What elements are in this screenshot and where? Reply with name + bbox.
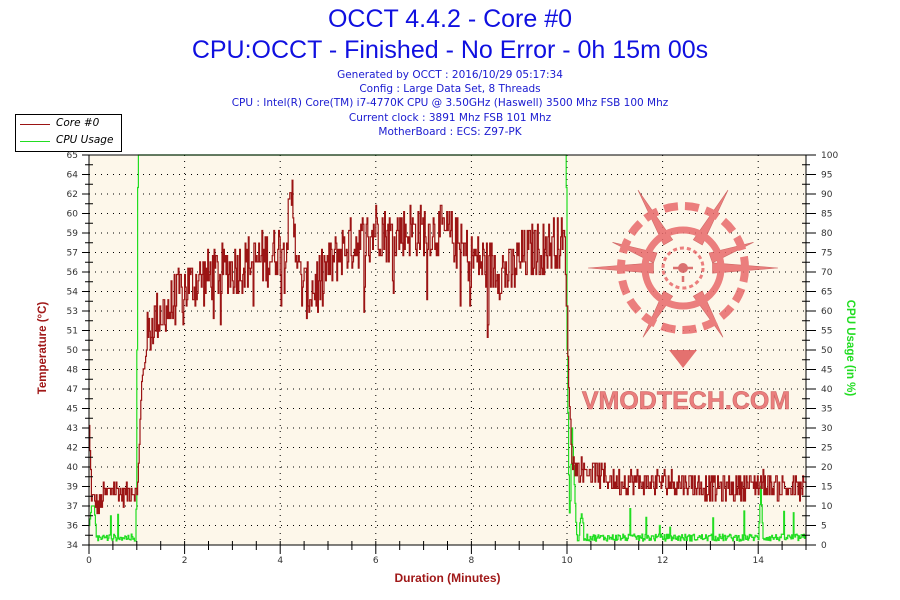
x-tick-label: 4 bbox=[277, 556, 283, 566]
y-left-tick-label: 36 bbox=[67, 522, 79, 532]
info-config: Config : Large Data Set, 8 Threads bbox=[359, 83, 541, 96]
y-left-tick-label: 53 bbox=[67, 307, 78, 317]
info-cpu: CPU : Intel(R) Core(TM) i7-4770K CPU @ 3… bbox=[231, 97, 669, 110]
y-left-tick-label: 56 bbox=[67, 268, 79, 278]
y-left-tick-label: 62 bbox=[67, 190, 78, 200]
y-left-tick-label: 51 bbox=[67, 327, 78, 337]
legend-label: Core #0 bbox=[56, 117, 100, 129]
y-left-tick-label: 48 bbox=[67, 366, 79, 376]
watermark-text: VMODTECH.COM bbox=[582, 387, 790, 415]
y-left-tick-label: 43 bbox=[67, 424, 78, 434]
y-left-tick-label: 47 bbox=[67, 385, 78, 395]
y-right-tick-label: 55 bbox=[821, 327, 832, 337]
x-tick-label: 2 bbox=[182, 556, 188, 566]
y-left-tick-label: 39 bbox=[67, 483, 79, 493]
y-left-tick-label: 50 bbox=[67, 346, 79, 356]
y-left-tick-label: 37 bbox=[67, 502, 78, 512]
y-right-tick-label: 90 bbox=[821, 190, 833, 200]
x-tick-label: 6 bbox=[373, 556, 379, 566]
y-right-tick-label: 50 bbox=[821, 346, 833, 356]
y-left-tick-label: 45 bbox=[67, 405, 78, 415]
legend-item-core0: Core #0 bbox=[16, 116, 121, 132]
y-left-tick-label: 54 bbox=[67, 288, 79, 298]
y-left-tick-label: 65 bbox=[67, 151, 78, 161]
y-right-tick-label: 95 bbox=[821, 171, 832, 181]
y-left-tick-label: 42 bbox=[67, 444, 78, 454]
y-right-tick-label: 60 bbox=[821, 307, 833, 317]
chart-info-block: Generated by OCCT : 2016/10/29 05:17:34 … bbox=[0, 68, 900, 139]
y-right-tick-label: 30 bbox=[821, 424, 833, 434]
x-tick-label: 10 bbox=[561, 556, 573, 566]
core0-temperature-series bbox=[89, 179, 807, 515]
legend-item-cpu-usage: CPU Usage bbox=[16, 133, 121, 149]
y-left-tick-label: 57 bbox=[67, 249, 78, 259]
y-right-tick-label: 85 bbox=[821, 210, 832, 220]
y-right-tick-label: 5 bbox=[821, 522, 827, 532]
y-right-tick-label: 75 bbox=[821, 249, 832, 259]
y-right-tick-label: 100 bbox=[821, 151, 838, 161]
y-right-tick-label: 70 bbox=[821, 268, 833, 278]
chart-title: OCCT 4.4.2 - Core #0 bbox=[327, 5, 573, 33]
y-right-tick-label: 35 bbox=[821, 405, 832, 415]
chart-legend: Core #0 CPU Usage bbox=[15, 114, 122, 152]
y-left-tick-label: 64 bbox=[67, 171, 79, 181]
info-clock: Current clock : 3891 Mhz FSB 101 Mhz bbox=[348, 111, 552, 124]
y-right-tick-label: 45 bbox=[821, 366, 832, 376]
x-tick-label: 12 bbox=[657, 556, 668, 566]
axes: 3436373940424345474850515354565759606264… bbox=[67, 151, 839, 566]
y-right-tick-label: 15 bbox=[821, 483, 832, 493]
y-left-tick-label: 59 bbox=[67, 229, 79, 239]
y-axis-right-title: CPU Usage (in %) bbox=[844, 299, 856, 397]
legend-label: CPU Usage bbox=[56, 134, 114, 146]
legend-swatch-cpu-usage bbox=[20, 141, 50, 142]
y-left-tick-label: 40 bbox=[67, 463, 79, 473]
y-right-tick-label: 0 bbox=[821, 541, 827, 551]
y-left-tick-label: 60 bbox=[67, 210, 79, 220]
y-right-tick-label: 65 bbox=[821, 288, 832, 298]
y-axis-left-title: Temperature (°C) bbox=[37, 301, 49, 395]
y-right-tick-label: 80 bbox=[821, 229, 833, 239]
info-motherboard: MotherBoard : ECS: Z97-PK bbox=[378, 125, 522, 138]
y-left-tick-label: 34 bbox=[67, 541, 79, 551]
info-generated: Generated by OCCT : 2016/10/29 05:17:34 bbox=[337, 69, 563, 81]
x-tick-label: 8 bbox=[469, 556, 475, 566]
x-tick-label: 14 bbox=[752, 556, 764, 566]
legend-swatch-core0 bbox=[20, 124, 50, 125]
x-tick-label: 0 bbox=[86, 556, 92, 566]
y-right-tick-label: 10 bbox=[821, 502, 833, 512]
watermark-logo: VMODTECH.COM bbox=[582, 189, 790, 415]
y-right-tick-label: 25 bbox=[821, 444, 832, 454]
x-axis-title: Duration (Minutes) bbox=[394, 571, 501, 585]
y-right-tick-label: 20 bbox=[821, 463, 833, 473]
y-right-tick-label: 40 bbox=[821, 385, 833, 395]
chart-subtitle: CPU:OCCT - Finished - No Error - 0h 15m … bbox=[191, 36, 709, 64]
